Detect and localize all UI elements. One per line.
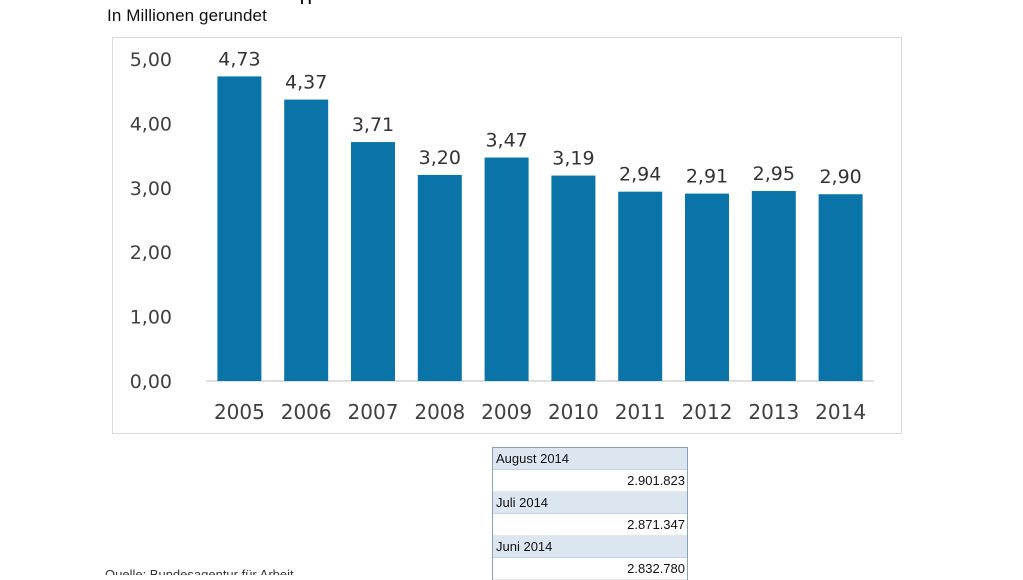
table-row-value: 2.832.780 — [493, 558, 687, 580]
bar — [685, 193, 729, 381]
y-tick-label: 4,00 — [130, 113, 172, 135]
table-row-month: Juni 2014 — [493, 536, 687, 558]
data-label: 3,20 — [419, 147, 461, 169]
data-label: 2,95 — [753, 163, 795, 185]
data-label: 3,47 — [485, 130, 527, 152]
table-row-value: 2.901.823 — [493, 470, 687, 492]
bar — [417, 174, 462, 381]
data-label: 4,37 — [285, 72, 327, 94]
data-label: 3,71 — [352, 114, 394, 136]
y-tick-label: 5,00 — [130, 49, 172, 71]
data-label: 2,94 — [619, 164, 661, 186]
x-tick-label: 2011 — [615, 400, 666, 424]
table-row-month: August 2014 — [493, 448, 687, 470]
table-row-month: Juli 2014 — [493, 492, 687, 514]
x-tick-label: 2013 — [748, 400, 799, 424]
x-tick-label: 2012 — [682, 400, 733, 424]
monthly-table: August 2014 2.901.823 Juli 2014 2.871.34… — [492, 447, 688, 580]
bar — [284, 99, 329, 382]
y-tick-label: 3,00 — [130, 178, 172, 200]
bar — [751, 191, 796, 381]
y-tick-label: 1,00 — [130, 307, 172, 329]
x-tick-label: 2009 — [481, 400, 532, 424]
data-label: 4,73 — [218, 48, 260, 70]
chart-subtitle: In Millionen gerundet — [107, 6, 267, 25]
x-tick-label: 2006 — [281, 400, 332, 424]
table-row-value: 2.871.347 — [493, 514, 687, 536]
x-tick-label: 2007 — [348, 400, 399, 424]
bar — [618, 191, 663, 381]
source-note: Quelle: Bundesagentur für Arbeit — [105, 567, 294, 575]
chart-title-fragment: g — [300, 0, 380, 4]
bar — [484, 157, 529, 381]
y-tick-label: 0,00 — [130, 371, 172, 393]
bar — [217, 76, 262, 381]
bar — [551, 175, 596, 381]
x-tick-label: 2008 — [414, 400, 465, 424]
x-tick-label: 2005 — [214, 400, 265, 424]
x-tick-label: 2014 — [815, 400, 866, 424]
y-tick-label: 2,00 — [130, 242, 172, 264]
data-label: 2,90 — [819, 166, 861, 188]
data-label: 3,19 — [552, 148, 594, 170]
data-label: 2,91 — [686, 166, 728, 188]
bar — [351, 142, 395, 381]
x-tick-label: 2010 — [548, 400, 599, 424]
bar — [818, 194, 863, 381]
